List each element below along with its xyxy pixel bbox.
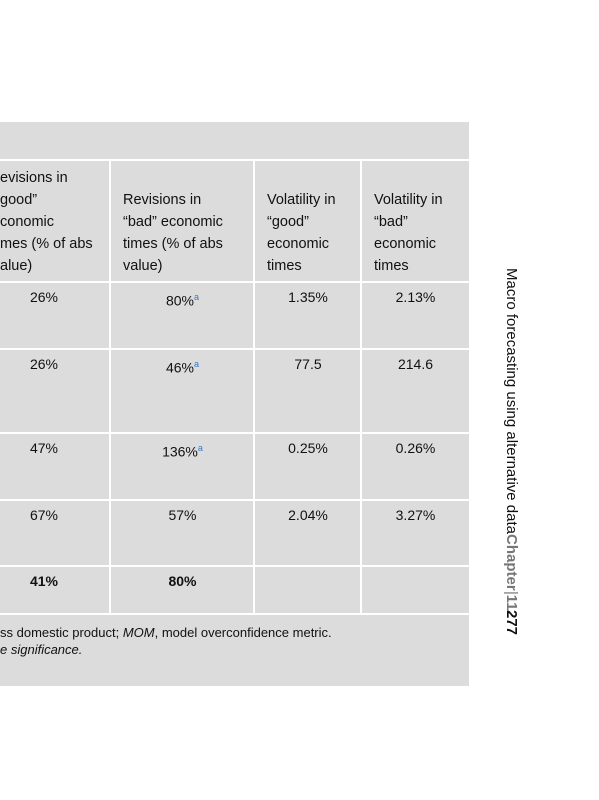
footnote-marker: a [197, 443, 203, 453]
data-cell: 41% [0, 570, 108, 592]
cell-value: 57% [168, 507, 197, 523]
data-cell: 0.25% [255, 437, 361, 459]
book-title: Macro forecasting using alternative data [503, 268, 520, 534]
header-line: “bad” economic [123, 214, 223, 230]
footnote-text: ss domestic product; [0, 625, 123, 640]
data-cell: 67% [0, 504, 108, 526]
cell-value: 46% [165, 359, 194, 376]
rule [109, 160, 111, 614]
data-cell: 47% [0, 437, 108, 459]
cell-value: 214.6 [397, 356, 434, 372]
header-cell: evisions in good” conomic mes (% of abs alue… [0, 167, 93, 277]
data-cell: 26% [0, 353, 108, 375]
header-line: mes (% of abs [0, 236, 93, 252]
chapter-number: 11 [503, 594, 520, 611]
header-cell: Volatility in “good” economic times [267, 189, 336, 277]
footnote-marker: a [194, 359, 200, 369]
data-cell: 0.26% [362, 437, 469, 459]
rule [0, 348, 469, 350]
footnote-abbr: MOM [122, 625, 155, 640]
cell-value: 0.26% [395, 440, 436, 456]
data-cell: 57% [111, 504, 254, 526]
cell-value: 3.27% [395, 507, 436, 523]
header-line: times (% of abs [123, 236, 223, 252]
header-line: times [374, 258, 409, 274]
header-line: alue) [0, 258, 33, 274]
rule [0, 613, 469, 615]
cell-value: 136% [162, 443, 198, 460]
header-line: conomic [0, 214, 54, 230]
header-cell: Volatility in “bad” economic times [374, 189, 443, 277]
header-line: economic [374, 236, 437, 252]
rule [0, 159, 469, 161]
data-cell: 2.13% [362, 286, 469, 308]
footnote-text: e significance. [0, 642, 83, 657]
header-line: Volatility in [374, 192, 443, 208]
header-line: economic [267, 236, 330, 252]
header-line: good” [0, 192, 38, 208]
chapter-label: Chapter [503, 533, 520, 591]
data-cell: 3.27% [362, 504, 469, 526]
rule [0, 432, 469, 434]
running-header: Macro forecasting using alternative data… [503, 268, 520, 635]
header-line: evisions in [0, 170, 68, 186]
footnote-text: , model overconfidence metric. [154, 625, 332, 640]
data-cell: 214.6 [362, 353, 469, 375]
table-panel [0, 122, 469, 686]
cell-value: 47% [29, 440, 59, 456]
footnote: ss domestic product; MOM, model overconf… [0, 624, 332, 658]
rule [0, 281, 469, 283]
header-line: Volatility in [267, 192, 336, 208]
rule [360, 160, 362, 614]
header-line: “bad” [374, 214, 408, 230]
footnote-marker: a [194, 292, 200, 302]
cell-value: 80% [168, 573, 197, 589]
data-cell: 1.35% [255, 286, 361, 308]
rule [0, 499, 469, 501]
footnote-line: ss domestic product; MOM, model overconf… [0, 624, 332, 641]
header-line: “good” [267, 214, 309, 230]
header-line: times [267, 258, 302, 274]
data-cell: 136%a [111, 437, 254, 463]
page-number: 277 [503, 610, 520, 636]
data-cell: 77.5 [255, 353, 361, 375]
cell-value: 26% [29, 356, 59, 372]
cell-value: 41% [29, 573, 59, 589]
cell-value: 2.04% [288, 507, 328, 523]
cell-value: 77.5 [294, 356, 322, 372]
data-cell: 80% [111, 570, 254, 592]
cell-value: 80% [165, 292, 194, 309]
data-cell: 26% [0, 286, 108, 308]
rule [0, 565, 469, 567]
data-cell: 46%a [111, 353, 254, 379]
rule [253, 160, 255, 614]
cell-value: 1.35% [288, 289, 328, 305]
cell-value: 0.25% [288, 440, 328, 456]
footnote-line: e significance. [0, 641, 332, 658]
cell-value: 2.13% [395, 289, 436, 305]
cell-value: 26% [29, 289, 59, 305]
header-line: value) [123, 258, 163, 274]
header-line: Revisions in [123, 192, 202, 208]
separator: | [503, 590, 520, 595]
data-cell: 2.04% [255, 504, 361, 526]
header-cell: Revisions in “bad” economic times (% of ab… [123, 189, 223, 277]
data-cell: 80%a [111, 286, 254, 312]
cell-value: 67% [29, 507, 59, 523]
